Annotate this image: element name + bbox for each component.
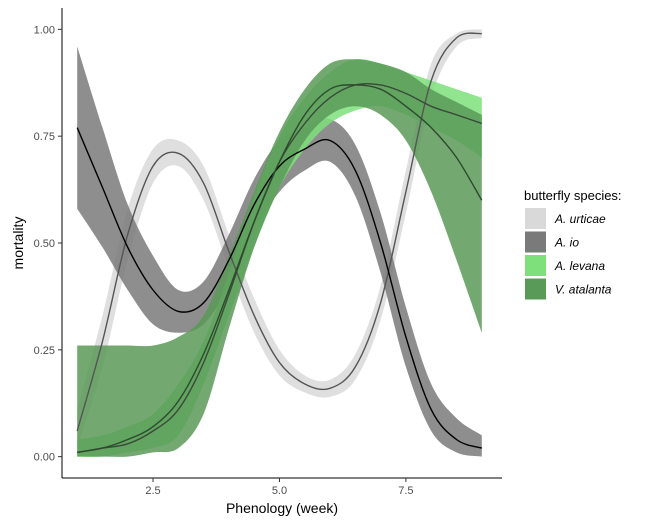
y-tick-label: 0.25 — [34, 345, 55, 357]
y-tick-label: 0.50 — [34, 238, 55, 250]
legend-label-v-atalanta: V. atalanta — [555, 283, 612, 297]
band-a-io — [77, 46, 482, 457]
legend: butterfly species: A. urticae A. io A. lev… — [524, 188, 622, 300]
series-lines — [76, 32, 483, 454]
y-tick-label: 0.75 — [34, 131, 55, 143]
band-v-atalanta — [77, 59, 482, 457]
legend-label-a-urticae: A. urticae — [554, 212, 606, 226]
legend-key-a-levana — [525, 255, 546, 276]
x-tick-label: 5.0 — [272, 485, 287, 497]
y-axis-title: mortality — [10, 217, 26, 270]
legend-title: butterfly species: — [524, 188, 622, 203]
y-tick-label: 1.00 — [34, 24, 55, 36]
line-a-urticae — [76, 32, 482, 432]
legend-key-v-atalanta — [525, 278, 546, 300]
x-tick-label: 2.5 — [145, 485, 160, 497]
legend-key-a-io — [525, 231, 546, 253]
y-tick-label: 0.00 — [34, 452, 55, 464]
legend-label-a-io: A. io — [554, 236, 579, 250]
confidence-bands — [77, 29, 482, 457]
legend-label-a-levana: A. levana — [554, 259, 605, 273]
line-a-io — [76, 127, 483, 449]
axes: 0.00 0.25 0.50 0.75 1.00 2.5 5.0 7.5 — [34, 8, 502, 497]
x-tick-label: 7.5 — [398, 485, 413, 497]
x-axis-title: Phenology (week) — [226, 500, 338, 516]
line-v-atalanta — [77, 84, 483, 454]
band-a-urticae — [77, 29, 482, 449]
legend-key-a-urticae — [525, 208, 546, 229]
